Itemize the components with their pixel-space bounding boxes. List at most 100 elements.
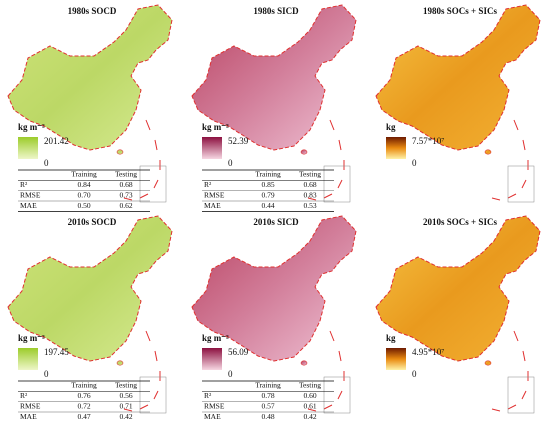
panel: 2010s SOCD kg m⁻² 197.45 0 Training Testing R²…	[7, 215, 173, 421]
table-header: Training	[255, 170, 281, 179]
legend-bar	[202, 137, 222, 159]
legend-unit: kg m⁻²	[202, 333, 229, 343]
sea-boundary	[307, 330, 345, 412]
table-row-label: MAE	[204, 412, 221, 421]
legend-min: 0	[44, 158, 49, 168]
legend-bar	[18, 137, 38, 159]
sea-boundary	[123, 330, 161, 412]
legend-unit: kg m⁻²	[202, 122, 229, 132]
island	[300, 360, 308, 366]
table-cell: 0.61	[303, 402, 316, 411]
panel: 2010s SOCs + SICs kg 4.95*10⁷ 0	[375, 215, 541, 414]
sea-boundary	[123, 119, 161, 201]
legend-max: 52.39	[228, 136, 249, 146]
island	[484, 360, 492, 366]
legend-min: 0	[412, 158, 417, 168]
legend-max: 56.09	[228, 347, 249, 357]
metrics-table: Training Testing R² 0.76 0.56 RMSE 0.72 0.71 MAE…	[18, 380, 150, 421]
table-cell: 0.44	[261, 201, 274, 210]
table-cell: 0.68	[119, 180, 132, 189]
table-row-label: R²	[20, 391, 28, 400]
table-header: Testing	[299, 381, 321, 390]
legend-unit: kg m⁻²	[18, 333, 45, 343]
table-header: Training	[255, 381, 281, 390]
panel-title: 1980s SOCD	[68, 6, 117, 16]
island	[116, 149, 124, 155]
island	[300, 149, 308, 155]
table-row-label: RMSE	[204, 191, 225, 200]
table-cell: 0.42	[303, 412, 316, 421]
panel-title: 1980s SOCs + SICs	[423, 6, 497, 16]
panel-title: 1980s SICD	[253, 6, 299, 16]
table-cell: 0.83	[303, 191, 316, 200]
legend-unit: kg m⁻²	[18, 122, 45, 132]
metrics-table: Training Testing R² 0.78 0.60 RMSE 0.57 0.61 MAE…	[202, 380, 334, 421]
table-row-label: MAE	[204, 201, 221, 210]
table-row-label: RMSE	[20, 191, 41, 200]
table-cell: 0.78	[261, 391, 274, 400]
legend-min: 0	[412, 369, 417, 379]
table-cell: 0.70	[77, 191, 90, 200]
panel-title: 2010s SOCs + SICs	[423, 217, 497, 227]
legend-unit: kg	[386, 122, 396, 132]
inset-frame	[507, 165, 535, 203]
table-cell: 0.71	[119, 402, 132, 411]
legend-bar	[18, 348, 38, 370]
table-cell: 0.62	[119, 201, 132, 210]
table-row-label: RMSE	[20, 402, 41, 411]
table-cell: 0.47	[77, 412, 90, 421]
panel-title: 2010s SOCD	[68, 217, 117, 227]
sea-boundary	[307, 119, 345, 201]
table-header: Testing	[115, 170, 137, 179]
inset-frame	[139, 376, 167, 414]
table-cell: 0.79	[261, 191, 274, 200]
island	[116, 360, 124, 366]
panel-title: 2010s SICD	[253, 217, 299, 227]
table-header: Testing	[115, 381, 137, 390]
legend-max: 201.42	[44, 136, 69, 146]
metrics-table: Training Testing R² 0.84 0.68 RMSE 0.70 0.73 MAE…	[18, 169, 150, 212]
map-region	[375, 215, 541, 362]
legend-max: 4.95*10⁷	[412, 347, 444, 357]
legend-bar	[202, 348, 222, 370]
legend-min: 0	[44, 369, 49, 379]
table-cell: 0.73	[119, 191, 132, 200]
panel: 1980s SICD kg m⁻² 52.39 0 Training Testing R² 0…	[191, 4, 357, 212]
table-row-label: RMSE	[204, 402, 225, 411]
sea-boundary	[491, 119, 529, 201]
table-row-label: R²	[20, 180, 28, 189]
metrics-table: Training Testing R² 0.85 0.68 RMSE 0.79 0.83 MAE…	[202, 169, 334, 212]
table-row-label: R²	[204, 180, 212, 189]
panel: 1980s SOCD kg m⁻² 201.42 0 Training Testing R²…	[7, 4, 173, 212]
panel: 2010s SICD kg m⁻² 56.09 0 Training Testing R² 0…	[191, 215, 357, 421]
table-row-label: MAE	[20, 412, 37, 421]
table-row-label: MAE	[20, 201, 37, 210]
table-cell: 0.48	[261, 412, 274, 421]
legend-min: 0	[228, 369, 233, 379]
table-header: Training	[71, 170, 97, 179]
island	[484, 149, 492, 155]
table-cell: 0.42	[119, 412, 132, 421]
table-header: Testing	[299, 170, 321, 179]
inset-frame	[323, 376, 351, 414]
inset-frame	[139, 165, 167, 203]
map-region	[375, 4, 541, 151]
table-cell: 0.57	[261, 402, 274, 411]
legend-max: 7.57*10⁷	[412, 136, 444, 146]
legend-bar	[386, 348, 406, 370]
table-cell: 0.50	[77, 201, 90, 210]
legend-max: 197.45	[44, 347, 69, 357]
table-cell: 0.68	[303, 180, 316, 189]
table-cell: 0.53	[303, 201, 316, 210]
inset-frame	[507, 376, 535, 414]
table-cell: 0.76	[77, 391, 90, 400]
table-cell: 0.60	[303, 391, 316, 400]
table-cell: 0.85	[261, 180, 274, 189]
legend-min: 0	[228, 158, 233, 168]
table-cell: 0.84	[77, 180, 90, 189]
sea-boundary	[491, 330, 529, 412]
legend-bar	[386, 137, 406, 159]
inset-frame	[323, 165, 351, 203]
table-header: Training	[71, 381, 97, 390]
